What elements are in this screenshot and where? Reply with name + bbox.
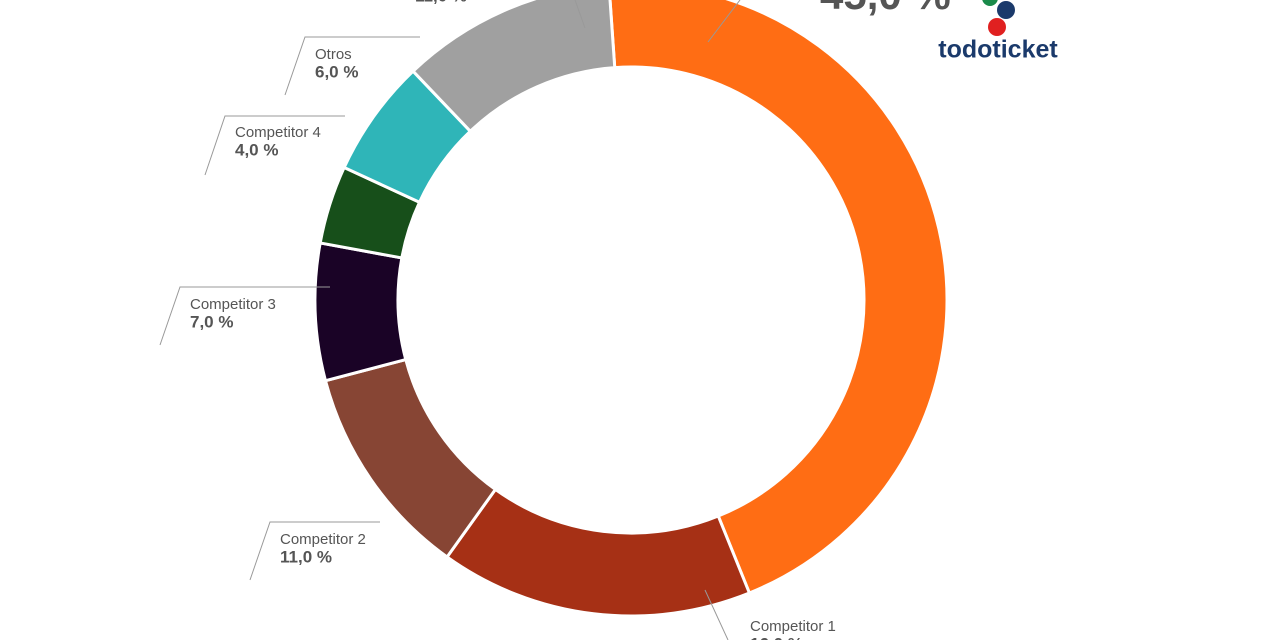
logo-dot: [982, 0, 998, 6]
value-label: 7,0 %: [190, 312, 233, 331]
donut-segment: [608, 0, 949, 595]
leader-line: [249, 521, 380, 581]
leader-line: [704, 589, 729, 640]
donut-segment: [323, 357, 498, 560]
segment-name: Competitor 3: [190, 296, 276, 313]
segment-name: Competitor 2: [280, 531, 366, 548]
value-label: 16,0 %: [750, 634, 803, 640]
segment-name: Otros: [315, 46, 352, 63]
donut-segment: [410, 0, 617, 134]
value-label: 6,0 %: [315, 62, 358, 81]
value-label: 11,0 %: [415, 0, 467, 5]
logo-text: todoticket: [938, 36, 1058, 64]
logo-dot: [988, 18, 1006, 36]
leader-line: [574, 0, 586, 29]
leader-line: [204, 115, 345, 176]
logo: todoticket: [938, 0, 1058, 64]
segment-name: Competitor 1: [750, 618, 836, 635]
value-label: 4,0 %: [235, 140, 278, 159]
donut-segment: [313, 241, 408, 383]
value-label: 45,0 %: [820, 0, 951, 18]
leader-line: [284, 36, 420, 96]
value-label: 11,0 %: [280, 547, 332, 566]
segment-name: Competitor 4: [235, 124, 321, 141]
leader-line: [159, 286, 330, 346]
donut-segment: [444, 487, 752, 618]
leader-line: [707, 0, 741, 43]
logo-dot: [997, 1, 1015, 19]
